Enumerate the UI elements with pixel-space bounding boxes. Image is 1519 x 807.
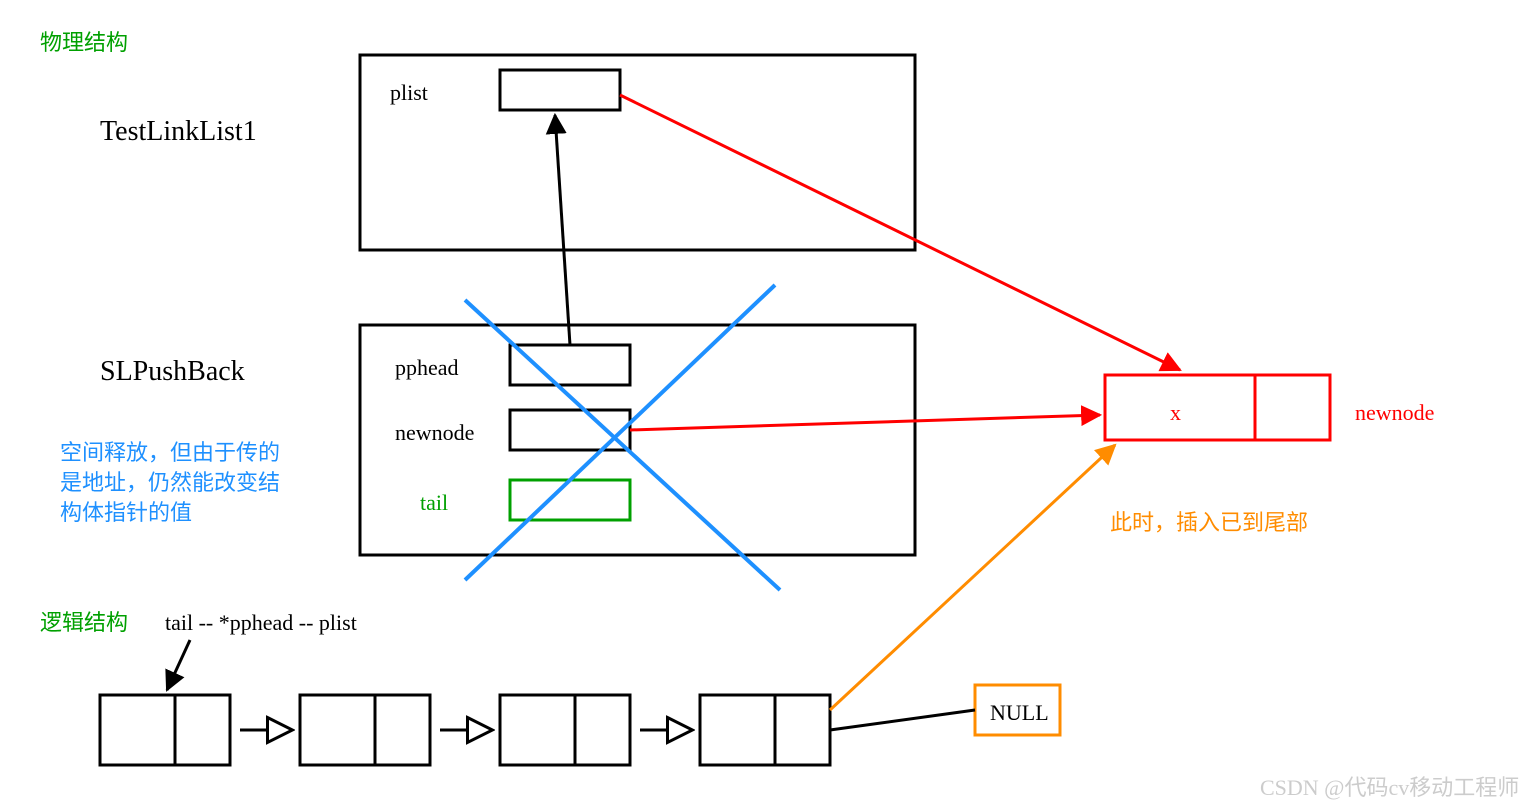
arrow-newnode-to-xnode xyxy=(630,415,1100,430)
text-release-line1: 空间释放，但由于传的 xyxy=(60,440,280,465)
arrow-tail-to-node xyxy=(167,640,190,690)
box-tail xyxy=(510,480,630,520)
heading-logical-structure: 逻辑结构 xyxy=(40,610,128,635)
text-release-line3: 构体指针的值 xyxy=(60,500,192,525)
label-newnode: newnode xyxy=(1355,400,1434,425)
label-slpushback: SLPushBack xyxy=(100,356,245,387)
arrow-pphead-to-plist xyxy=(555,115,570,345)
heading-physical-structure: 物理结构 xyxy=(40,30,128,55)
text-release-line2: 是地址，仍然能改变结 xyxy=(60,470,280,495)
text-insert-tail: 此时，插入已到尾部 xyxy=(1110,510,1308,535)
list-node-3 xyxy=(700,695,830,765)
label-testlinklist: TestLinkList1 xyxy=(100,116,257,147)
label-tail: tail xyxy=(420,490,448,515)
line-to-null xyxy=(830,710,975,730)
list-node-0 xyxy=(100,695,230,765)
label-plist: plist xyxy=(390,80,428,105)
arrow-plist-to-xnode xyxy=(620,95,1180,370)
frame-testlinklist xyxy=(360,55,915,250)
box-newnode xyxy=(510,410,630,450)
node-x xyxy=(1105,375,1330,440)
box-pphead xyxy=(510,345,630,385)
label-newnode-var: newnode xyxy=(395,420,474,445)
box-plist xyxy=(500,70,620,110)
label-pphead: pphead xyxy=(395,355,459,380)
label-null: NULL xyxy=(990,700,1049,725)
list-node-1 xyxy=(300,695,430,765)
watermark: CSDN @代码cv移动工程师 xyxy=(1260,775,1519,800)
text-chain: tail -- *pphead -- plist xyxy=(165,610,357,635)
arrow-tailnode-to-xnode xyxy=(830,445,1115,710)
list-node-2 xyxy=(500,695,630,765)
label-x: x xyxy=(1170,400,1181,425)
